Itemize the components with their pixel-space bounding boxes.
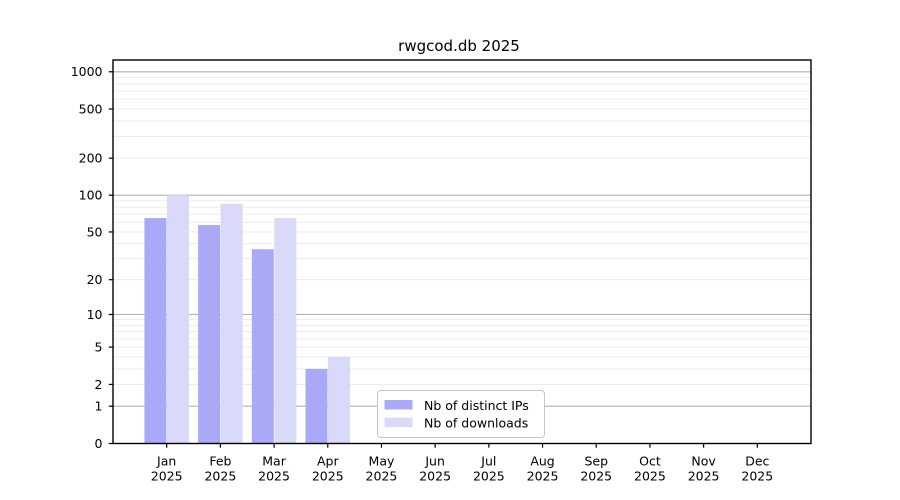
bars (144, 195, 351, 444)
x-tick-label-year: 2025 (204, 469, 236, 484)
x-tick-label-month: Jul (480, 454, 496, 469)
bar-jan-ips (144, 218, 167, 444)
chart-title: rwgcod.db 2025 (398, 37, 520, 55)
x-tick-label-year: 2025 (527, 469, 559, 484)
y-tick-label: 0 (95, 436, 103, 451)
bar-mar-downloads (274, 218, 297, 444)
x-tick-label-month: Aug (530, 454, 554, 469)
legend-label-distinct-ips: Nb of distinct IPs (424, 398, 529, 413)
axis-labels: 01251020501002005001000Jan2025Feb2025Mar… (71, 64, 774, 483)
x-tick-label-month: Jan (156, 454, 176, 469)
bar-apr-downloads (328, 356, 351, 444)
y-tick-label: 100 (79, 188, 103, 203)
x-tick-label-month: Nov (691, 454, 716, 469)
x-tick-label-year: 2025 (741, 469, 773, 484)
y-tick-label: 1000 (71, 64, 103, 79)
bar-mar-ips (251, 249, 274, 444)
x-tick-label-month: Jun (424, 454, 445, 469)
x-tick-label-year: 2025 (366, 469, 398, 484)
x-tick-label-year: 2025 (580, 469, 612, 484)
bar-jan-downloads (166, 195, 189, 444)
x-tick-label-month: Dec (745, 454, 769, 469)
y-tick-label: 5 (95, 339, 103, 354)
plot-border (112, 59, 812, 445)
y-tick-label: 200 (79, 151, 103, 166)
axis-ticks (108, 71, 758, 448)
legend: Nb of distinct IPs Nb of downloads (377, 390, 545, 438)
x-tick-label-year: 2025 (258, 469, 290, 484)
legend-label-downloads: Nb of downloads (424, 416, 528, 431)
x-tick-label-year: 2025 (473, 469, 505, 484)
y-tick-label: 10 (87, 307, 103, 322)
legend-swatch-downloads (384, 417, 413, 428)
x-tick-label-year: 2025 (634, 469, 666, 484)
x-tick-label-year: 2025 (312, 469, 344, 484)
y-tick-label: 500 (79, 101, 103, 116)
x-tick-label-month: May (369, 454, 395, 469)
bar-apr-ips (305, 368, 328, 444)
x-tick-label-month: Apr (317, 454, 339, 469)
y-tick-label: 1 (95, 399, 103, 414)
x-tick-label-month: Sep (584, 454, 608, 469)
y-tick-label: 2 (95, 377, 103, 392)
x-tick-label-year: 2025 (419, 469, 451, 484)
bar-feb-downloads (220, 203, 243, 444)
legend-box (377, 390, 545, 438)
y-tick-label: 20 (87, 272, 103, 287)
bar-feb-ips (198, 225, 221, 444)
x-tick-label-month: Oct (639, 454, 661, 469)
y-tick-label: 50 (87, 224, 103, 239)
x-tick-label-year: 2025 (151, 469, 183, 484)
legend-swatch-distinct-ips (384, 400, 413, 410)
x-tick-label-month: Mar (262, 454, 286, 469)
x-tick-label-month: Feb (209, 454, 231, 469)
x-tick-label-year: 2025 (688, 469, 720, 484)
